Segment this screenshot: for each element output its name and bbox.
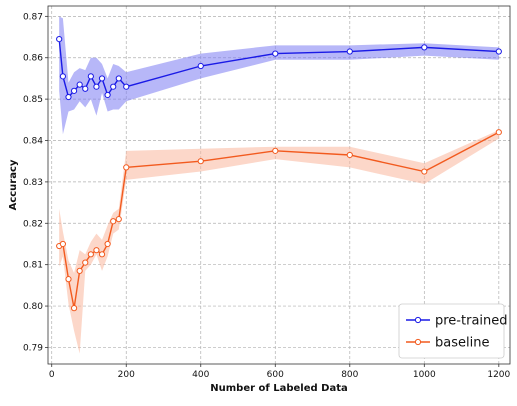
pre-trained-point <box>272 50 279 57</box>
pre-trained-point <box>93 83 100 90</box>
confidence-bands <box>59 16 499 354</box>
y-tick-label: 0.86 <box>23 54 43 64</box>
pre-trained-point <box>87 73 94 80</box>
pre-trained-point <box>82 85 89 92</box>
pre-trained-point <box>346 48 353 55</box>
baseline-band <box>59 130 499 354</box>
pre-trained-point <box>56 36 63 43</box>
pre-trained-point <box>115 75 122 82</box>
y-tick-label: 0.81 <box>23 261 43 271</box>
axis-ticks: 0 200 400 600 800 1000 1200 0.79 0.80 0.81 0.82 0.8… <box>23 12 511 380</box>
pre-trained-point <box>76 81 83 88</box>
baseline-point <box>346 151 353 159</box>
pre-trained-point <box>98 75 106 82</box>
baseline-point <box>87 251 94 258</box>
baseline-point <box>115 216 122 223</box>
baseline-point <box>93 247 100 254</box>
baseline-point <box>110 218 117 225</box>
pre-trained-point <box>197 62 204 70</box>
x-tick-label: 600 <box>267 370 284 380</box>
legend: pre-trained baseline <box>398 303 508 359</box>
pre-trained-point <box>123 83 130 90</box>
y-tick-label: 0.87 <box>23 12 43 22</box>
pre-trained-point <box>110 83 117 90</box>
baseline-legend-marker <box>414 338 422 346</box>
baseline-point <box>65 276 72 283</box>
x-tick-label: 1000 <box>413 370 436 380</box>
baseline-line <box>58 131 500 309</box>
baseline-point <box>104 240 111 248</box>
baseline-point <box>421 168 428 175</box>
x-tick-label: 1200 <box>487 370 510 380</box>
series-markers <box>56 36 502 312</box>
x-axis-label: Number of Labeled Data <box>210 383 347 394</box>
y-tick-label: 0.84 <box>23 137 43 147</box>
baseline-point <box>70 305 78 312</box>
y-tick-label: 0.80 <box>23 302 43 312</box>
x-tick-label: 200 <box>118 370 135 380</box>
baseline-legend-label: baseline <box>435 336 489 351</box>
y-tick-label: 0.79 <box>23 343 43 353</box>
baseline-point <box>76 267 83 274</box>
plot-frame <box>47 5 511 365</box>
pre-trained-point <box>65 93 72 101</box>
x-tick-label: 0 <box>49 370 55 380</box>
pre-trained-point <box>70 87 78 94</box>
pre-trained-point <box>104 91 111 99</box>
y-tick-label: 0.83 <box>23 178 43 188</box>
baseline-point <box>59 240 67 248</box>
pre-trained-band <box>59 16 499 135</box>
pre-trained-point <box>421 44 428 51</box>
y-axis-label: Accuracy <box>8 159 19 210</box>
baseline-point <box>197 158 204 165</box>
x-tick-label: 800 <box>341 370 358 380</box>
x-tick-label: 400 <box>192 370 209 380</box>
pre-trained-point <box>495 48 502 55</box>
baseline-point <box>272 147 279 154</box>
baseline-point <box>82 259 89 266</box>
legend-box <box>398 303 505 359</box>
baseline-point <box>495 129 502 136</box>
pre-trained-legend-marker <box>414 316 422 324</box>
baseline-point <box>98 251 106 258</box>
pre-trained-point <box>59 73 67 80</box>
baseline-point <box>123 164 130 171</box>
pre-trained-legend-label: pre-trained <box>435 314 508 329</box>
y-tick-label: 0.85 <box>23 95 43 105</box>
y-tick-label: 0.82 <box>23 219 43 229</box>
